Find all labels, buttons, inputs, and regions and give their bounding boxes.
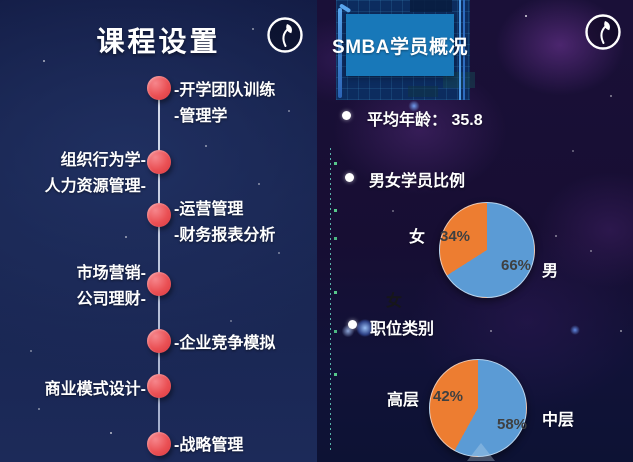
pie-data-label: 42%	[433, 388, 464, 405]
course-text: 人力资源管理-	[44, 178, 146, 195]
pie-data-label: 34%	[440, 228, 471, 245]
ruler-decoration	[330, 148, 331, 450]
pie-category-label: 高层	[387, 392, 420, 409]
timeline-dot	[147, 150, 171, 174]
timeline-label: 组织行为学- 人力资源管理-	[0, 148, 146, 200]
course-text: 公司理财-	[76, 291, 146, 308]
course-text: -开学团队训练	[174, 82, 276, 99]
course-text: -企业竞争模拟	[174, 335, 276, 352]
slide-title: 课程设置	[96, 26, 221, 57]
timeline-dot	[147, 272, 171, 296]
bullet-icon	[345, 173, 354, 182]
course-text: -管理学	[174, 108, 228, 125]
job-level-pie-chart	[429, 359, 527, 457]
timeline-label: -运营管理 -财务报表分析	[174, 197, 275, 249]
average-age-line: 平均年龄： 35.8	[367, 106, 483, 130]
pie-category-label: 中层	[542, 412, 575, 429]
timeline-label: -开学团队训练 -管理学	[174, 78, 275, 130]
stars-decoration	[0, 0, 2, 2]
average-age-label: 平均年龄：	[367, 112, 448, 129]
timeline-dot	[147, 203, 171, 227]
smba-overview-slide: SMBA学员概况 平均年龄： 35.8 男女学员比例 34% 66% 女 男 女	[317, 0, 633, 462]
frame-tab-decoration	[408, 86, 438, 97]
frame-bracket-right	[463, 0, 465, 100]
frame-bracket-right	[459, 0, 461, 100]
course-setup-slide: 课程设置 -开学团队训练 -管理学 组织行为学- 人力资源管理- -运营管理 -…	[0, 0, 317, 462]
job-category-heading: 职位类别	[370, 321, 435, 338]
leaf-logo-icon	[583, 12, 623, 52]
gender-ratio-heading: 男女学员比例	[369, 173, 466, 190]
pie-category-label: 女	[409, 229, 426, 246]
timeline-label: 市场营销- 公司理财-	[0, 261, 146, 313]
course-text: -财务报表分析	[174, 227, 276, 244]
slide-title-plate: SMBA学员概况	[332, 14, 467, 76]
pie-category-label: 男	[542, 263, 559, 280]
frame-bracket-left	[338, 8, 342, 98]
bullet-icon	[342, 111, 351, 120]
frame-tab-decoration	[410, 0, 452, 12]
average-age-value: 35.8	[451, 112, 483, 129]
pie-data-label: 58%	[497, 416, 528, 433]
leaf-logo-icon	[265, 15, 305, 55]
timeline-label: -企业竞争模拟	[174, 331, 275, 357]
timeline-dot	[147, 329, 171, 353]
chevron-up-decoration	[467, 443, 495, 461]
stray-category-label: 女	[386, 293, 403, 310]
course-text: -运营管理	[174, 201, 244, 218]
course-text: -战略管理	[174, 437, 244, 454]
course-text: 组织行为学-	[60, 152, 146, 169]
timeline-label: 商业模式设计-	[0, 377, 146, 403]
timeline-dot	[147, 76, 171, 100]
ruler-dots-decoration	[334, 0, 337, 3]
gender-pie-chart	[439, 202, 535, 298]
timeline-dot	[147, 432, 171, 456]
timeline-label: -战略管理	[174, 433, 243, 459]
slide-title: SMBA学员概况	[332, 36, 468, 58]
timeline-dot	[147, 374, 171, 398]
bullet-icon	[348, 320, 357, 329]
course-text: 市场营销-	[76, 265, 146, 282]
stars-decoration	[317, 0, 319, 2]
course-text: 商业模式设计-	[44, 381, 146, 398]
pie-data-label: 66%	[501, 257, 532, 274]
timeline-line	[158, 88, 160, 445]
